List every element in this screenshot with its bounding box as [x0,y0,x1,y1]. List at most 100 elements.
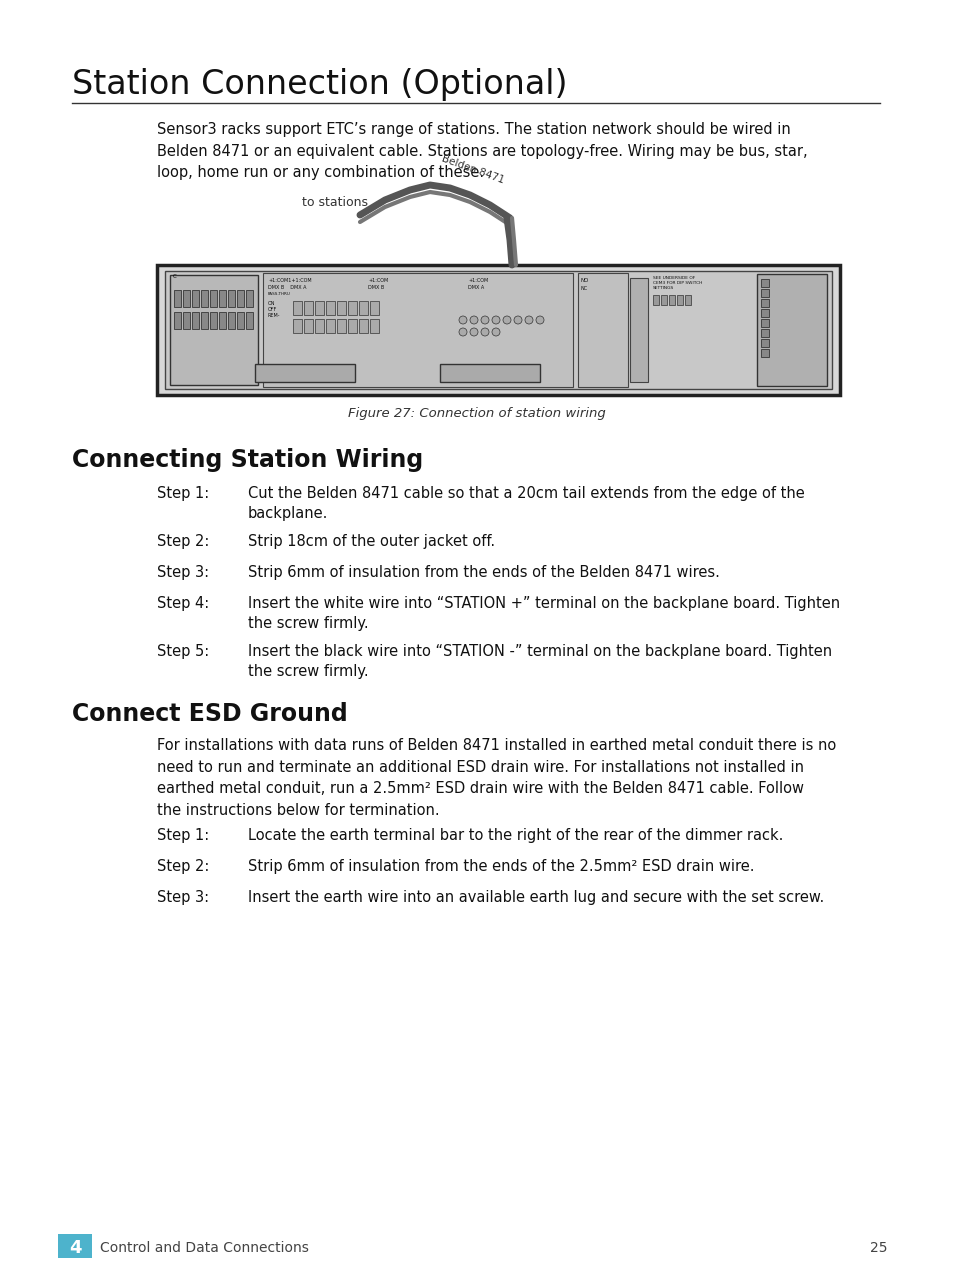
Bar [760,349,768,357]
Text: Sensor3 racks support ETC’s range of stations. The station network should be wir: Sensor3 racks support ETC’s range of sta… [157,122,807,181]
Bar [246,290,253,307]
Text: Connect ESD Ground: Connect ESD Ground [71,702,348,726]
Bar [439,364,539,382]
Bar [157,265,840,396]
Circle shape [536,315,543,324]
Bar [236,290,244,307]
Bar [173,312,181,329]
Bar [760,319,768,327]
Text: Cut the Belden 8471 cable so that a 20cm tail extends from the edge of the
backp: Cut the Belden 8471 cable so that a 20cm… [248,486,804,522]
Bar [668,295,675,305]
Bar [201,290,208,307]
Text: DMX A: DMX A [468,285,484,290]
Text: Figure 27: Connection of station wiring: Figure 27: Connection of station wiring [348,407,605,420]
Bar [236,312,244,329]
Bar [358,319,368,333]
Text: NO: NO [580,279,589,282]
Text: Connecting Station Wiring: Connecting Station Wiring [71,448,423,472]
Circle shape [480,328,489,336]
Text: +1:COM: +1:COM [468,279,488,282]
Text: Insert the earth wire into an available earth lug and secure with the set screw.: Insert the earth wire into an available … [248,890,823,904]
Bar [370,301,378,315]
Bar [336,301,346,315]
Text: +1:COM1+1:COM: +1:COM1+1:COM [268,279,312,282]
Bar [58,1234,91,1258]
Circle shape [458,315,467,324]
Bar [326,319,335,333]
Bar [684,295,690,305]
Text: Step 1:: Step 1: [157,486,209,501]
Text: 25: 25 [869,1241,886,1255]
Circle shape [480,315,489,324]
Bar [677,295,682,305]
Bar [314,301,324,315]
Bar [192,290,199,307]
Circle shape [524,315,533,324]
Text: Step 1:: Step 1: [157,828,209,843]
Text: SEE UNDERSIDE OF
CEM3 FOR DIP SWITCH
SETTINGS: SEE UNDERSIDE OF CEM3 FOR DIP SWITCH SET… [652,276,701,290]
Bar [370,319,378,333]
Circle shape [492,328,499,336]
Circle shape [492,315,499,324]
Text: Locate the earth terminal bar to the right of the rear of the dimmer rack.: Locate the earth terminal bar to the rig… [248,828,782,843]
Text: Control and Data Connections: Control and Data Connections [100,1241,309,1255]
Bar [660,295,666,305]
Text: DMX B: DMX B [368,285,384,290]
Bar [348,301,356,315]
Text: Belden 8471: Belden 8471 [439,153,505,184]
Circle shape [502,315,511,324]
Text: to stations: to stations [302,196,368,209]
Text: Step 2:: Step 2: [157,859,209,874]
Text: Step 3:: Step 3: [157,890,209,904]
Text: Insert the white wire into “STATION +” terminal on the backplane board. Tighten
: Insert the white wire into “STATION +” t… [248,597,840,631]
Bar [219,290,226,307]
Bar [293,319,302,333]
Circle shape [458,328,467,336]
Text: For installations with data runs of Belden 8471 installed in earthed metal condu: For installations with data runs of Beld… [157,738,836,818]
Bar [760,279,768,287]
Text: Step 5:: Step 5: [157,644,209,659]
Bar [760,299,768,307]
Bar [304,319,313,333]
Bar [192,312,199,329]
Bar [183,290,190,307]
Circle shape [470,315,477,324]
Text: +1:COM: +1:COM [368,279,388,282]
Text: Strip 18cm of the outer jacket off.: Strip 18cm of the outer jacket off. [248,534,495,550]
Bar [165,271,831,389]
Bar [170,275,257,385]
Bar [326,301,335,315]
Bar [578,273,627,387]
Bar [246,312,253,329]
Bar [263,273,573,387]
Bar [201,312,208,329]
Bar [336,319,346,333]
Text: PASS-THRU: PASS-THRU [268,293,291,296]
Bar [760,329,768,337]
Text: 4: 4 [69,1239,81,1257]
Text: Station Connection (Optional): Station Connection (Optional) [71,67,567,100]
Bar [652,295,659,305]
Text: Step 4:: Step 4: [157,597,209,611]
Bar [183,312,190,329]
Bar [210,312,216,329]
Bar [228,312,234,329]
Text: NC: NC [580,286,587,291]
Text: Strip 6mm of insulation from the ends of the Belden 8471 wires.: Strip 6mm of insulation from the ends of… [248,565,720,580]
Circle shape [514,315,521,324]
Circle shape [470,328,477,336]
Bar [757,273,826,385]
Bar [760,289,768,296]
Bar [293,301,302,315]
Bar [760,340,768,347]
Bar [173,290,181,307]
Bar [228,290,234,307]
Bar [314,319,324,333]
Text: C: C [172,273,176,279]
Text: Insert the black wire into “STATION -” terminal on the backplane board. Tighten
: Insert the black wire into “STATION -” t… [248,644,831,679]
Bar [358,301,368,315]
Text: Strip 6mm of insulation from the ends of the 2.5mm² ESD drain wire.: Strip 6mm of insulation from the ends of… [248,859,754,874]
Text: Step 3:: Step 3: [157,565,209,580]
Bar [348,319,356,333]
Bar [629,279,647,382]
